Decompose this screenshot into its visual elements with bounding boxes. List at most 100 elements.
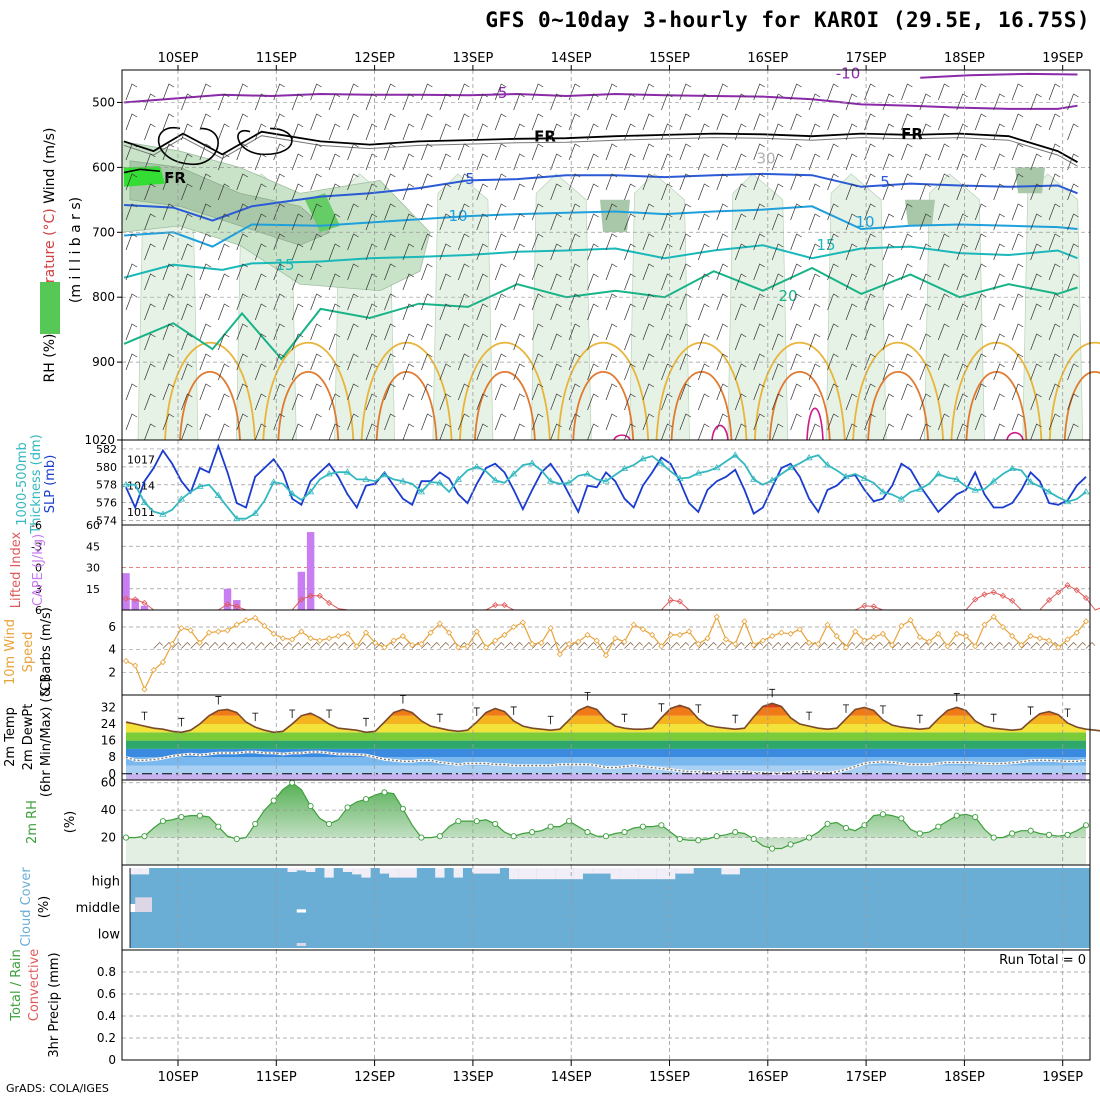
y-tick-label: 20 [101,831,116,845]
ylabel-part: Speed [21,632,36,673]
wind-barb [1048,203,1061,221]
wind-barb [679,383,692,401]
wind-barb [310,353,322,371]
wind-barb [827,143,839,161]
cloud-gap [656,868,667,880]
wind-barb [476,243,488,261]
data-point [620,464,629,472]
wind-barb [901,293,913,311]
ylabel-part: 2m DewPt [21,704,36,771]
contour-label: 5 [465,170,475,188]
wind-barb [365,303,378,321]
data-point [122,657,130,665]
data-point [261,622,268,629]
data-point [1046,597,1053,604]
data-point [621,638,628,645]
wind-barb [818,642,828,649]
data-point [935,823,942,830]
wind-barb [753,83,765,101]
wind-barb [605,83,618,101]
wind-barb [882,183,895,201]
data-point [565,479,573,486]
wind-barb [236,83,248,101]
wind-barb [845,93,858,111]
wind-barb [771,243,784,261]
wind-barb [1067,213,1079,231]
wind-barb [402,333,415,351]
data-point [1082,594,1090,602]
cloud-gap [721,868,731,875]
wind-barb [273,323,285,341]
wind-barb [716,203,728,221]
y-tick-label-li: 6 [35,604,42,617]
data-point [787,630,794,637]
wind-barb [476,333,488,351]
wind-barb [937,233,950,251]
wind-barb [181,243,193,261]
wind-barb [439,333,452,351]
wind-barb [291,333,304,351]
x-tick-label-top: 19SEP [1042,51,1083,66]
wind-barb [531,263,544,281]
data-point [769,845,776,852]
freezing-line-shadow [123,135,1078,167]
cloud-gap [361,868,371,878]
wind-barb [144,423,156,441]
wind-barb [753,203,765,221]
data-point [879,488,887,495]
wind-barb [476,363,488,381]
wind-barb [919,333,932,351]
cloud-gap [296,909,307,913]
cloud-layer-label: high [92,874,120,889]
wind-barb [199,642,210,649]
isotherm-25 [1048,342,1100,441]
wind-barb [864,233,876,251]
data-point [122,480,130,488]
x-tick-label-top: 13SEP [452,51,493,66]
wind-barb [457,173,470,191]
wind-barb [199,83,212,101]
wind-barb [845,213,858,231]
y-tick-label: 0 [108,767,116,781]
wind-barb [882,93,895,111]
data-point [224,627,231,634]
wind-barb [217,363,230,381]
wind-barb [845,243,858,261]
wind-barb [808,303,821,321]
wind-barb [347,233,359,251]
wind-barb [993,243,1005,261]
data-point [455,644,462,651]
wind-barb [236,383,248,401]
y-tick-label: 600 [92,160,115,174]
y-tick-label: 8 [108,750,116,764]
rh-shading-dark [600,199,630,233]
wind-barb [937,113,950,131]
data-point [501,601,508,609]
y-tick-label: 2 [108,665,116,679]
contour-label: FR [164,169,186,187]
ylabel-rh: 2m RH (%) [25,800,78,844]
wind-barb [384,113,396,131]
wind-barb [716,233,728,251]
wind-barb [974,323,987,341]
wind-barb [753,383,765,401]
data-point [806,639,813,646]
wind-barb [1021,642,1031,649]
wind-barb [254,423,267,441]
wind-barb [993,213,1005,231]
wind-barb [254,123,267,141]
wind-barb [661,183,673,201]
data-point [252,614,259,621]
data-point [972,643,979,650]
wind-barb [1030,333,1042,351]
data-point [362,796,370,803]
wind-barb [845,153,858,171]
wind-barb [254,393,267,411]
wind-barb [402,93,415,111]
data-point [1046,831,1053,838]
wind-barb [1011,113,1024,131]
wind-barb [734,123,747,141]
wind-barb [605,113,618,131]
wind-barb [624,333,636,351]
